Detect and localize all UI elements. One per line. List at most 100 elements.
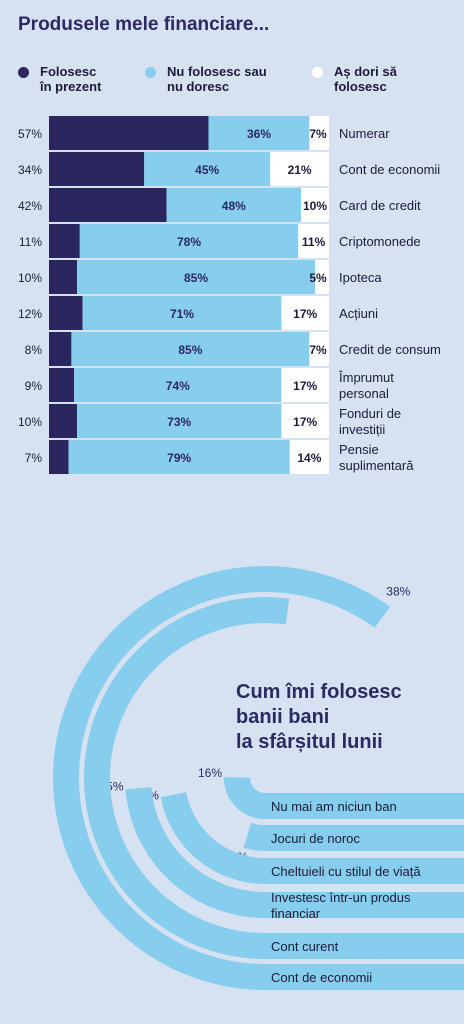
value-label-current: 9% bbox=[25, 379, 43, 393]
legend-item-wish: Aș dori să folosesc bbox=[312, 64, 434, 96]
bar-segment bbox=[82, 296, 282, 330]
value-label-current: 8% bbox=[25, 343, 43, 357]
radial-category-label: Investesc într-un produs bbox=[271, 890, 411, 905]
bar-segment bbox=[77, 260, 315, 294]
bar-segment bbox=[79, 224, 299, 258]
radial-category-label: financiar bbox=[271, 906, 321, 921]
category-label: Acțiuni bbox=[339, 306, 378, 321]
radial-bar-tail bbox=[265, 858, 464, 884]
bar-segment bbox=[309, 116, 329, 150]
value-label: 11% bbox=[302, 235, 326, 249]
category-label: Card de credit bbox=[339, 198, 421, 213]
bar-segment bbox=[77, 404, 282, 438]
bar-segment bbox=[49, 260, 77, 294]
radial-bar-chart: 16%Nu mai am niciun ban3%Jocuri de noroc… bbox=[52, 566, 464, 990]
value-label-current: 7% bbox=[25, 451, 43, 465]
value-label: 7% bbox=[309, 127, 327, 141]
category-label: Pensie bbox=[339, 442, 379, 457]
bar-segment bbox=[166, 188, 301, 222]
category-label: Cont de economii bbox=[339, 162, 440, 177]
category-label: Ipoteca bbox=[339, 270, 382, 285]
category-label: personal bbox=[339, 386, 389, 401]
value-label: 79% bbox=[167, 451, 191, 465]
radial-category-label: Nu mai am niciun ban bbox=[271, 799, 397, 814]
value-label: 73% bbox=[167, 415, 191, 429]
bar-segment bbox=[49, 116, 209, 150]
legend-label: Nu folosesc sau nu doresc bbox=[167, 64, 267, 94]
bar-segment bbox=[49, 440, 69, 474]
category-label: Împrumut bbox=[338, 370, 394, 385]
legend-swatch bbox=[18, 67, 29, 78]
value-label: 36% bbox=[247, 127, 271, 141]
radial-chart-title: Cum îmi folosesc banii bani la sfârșitul l… bbox=[236, 681, 402, 753]
radial-category-label: Cont de economii bbox=[271, 970, 372, 985]
radial-value-label: 16% bbox=[198, 766, 222, 780]
value-label-current: 10% bbox=[18, 415, 42, 429]
category-label: Credit de consum bbox=[339, 342, 441, 357]
value-label: 85% bbox=[184, 271, 208, 285]
category-label: suplimentară bbox=[339, 458, 414, 473]
legend-item-not-used: Nu folosesc sau nu doresc bbox=[145, 64, 287, 96]
category-label: investiții bbox=[339, 422, 385, 437]
value-label: 48% bbox=[222, 199, 246, 213]
bar-segment bbox=[49, 404, 77, 438]
radial-value-label: 38% bbox=[386, 584, 410, 598]
bar-segment bbox=[49, 368, 75, 402]
value-label: 78% bbox=[177, 235, 201, 249]
bar-segment bbox=[309, 332, 329, 366]
radial-category-label: Jocuri de noroc bbox=[271, 831, 360, 846]
category-label: Numerar bbox=[339, 126, 390, 141]
stacked-bar-chart: 57% 36% 7% Numerar 34% 45% 21% Cont de economii… bbox=[18, 116, 441, 474]
bar-segment bbox=[301, 188, 329, 222]
value-label-current: 42% bbox=[18, 199, 42, 213]
radial-bar-tail bbox=[265, 964, 464, 990]
bar-segment bbox=[281, 296, 329, 330]
bar-segment bbox=[208, 116, 310, 150]
radial-category-label: Cheltuieli cu stilul de viață bbox=[271, 864, 421, 879]
bar-segment bbox=[49, 332, 72, 366]
legend-swatch bbox=[312, 67, 323, 78]
value-label-current: 10% bbox=[18, 271, 42, 285]
bar-segment bbox=[281, 404, 329, 438]
legend-label: Aș dori să folosesc bbox=[334, 64, 397, 94]
legend-label: Folosesc în prezent bbox=[40, 64, 102, 94]
value-label: 17% bbox=[293, 379, 317, 393]
value-label: 7% bbox=[309, 343, 327, 357]
bar-segment bbox=[49, 188, 167, 222]
radial-bar bbox=[125, 787, 265, 918]
category-label: Fonduri de bbox=[339, 406, 401, 421]
radial-bar-tail bbox=[265, 892, 464, 918]
bar-segment bbox=[49, 152, 145, 186]
value-label: 17% bbox=[293, 415, 317, 429]
bar-segment bbox=[270, 152, 329, 186]
radial-bar bbox=[243, 822, 265, 851]
legend-item-current: Folosesc în prezent bbox=[18, 64, 160, 96]
bar-segment bbox=[315, 260, 329, 294]
bar-segment bbox=[71, 332, 310, 366]
value-label: 14% bbox=[297, 451, 321, 465]
radial-bar-tail bbox=[265, 793, 464, 819]
value-label-current: 57% bbox=[18, 127, 42, 141]
bar-segment bbox=[289, 440, 329, 474]
radial-bar bbox=[160, 792, 265, 884]
value-label-current: 12% bbox=[18, 307, 42, 321]
bar-segment bbox=[49, 296, 83, 330]
value-label: 71% bbox=[170, 307, 194, 321]
value-label: 10% bbox=[303, 199, 327, 213]
value-label: 74% bbox=[166, 379, 190, 393]
radial-bar bbox=[224, 777, 265, 819]
radial-bar-tail bbox=[265, 825, 464, 851]
value-label: 21% bbox=[288, 163, 312, 177]
value-label: 5% bbox=[309, 271, 327, 285]
category-label: Criptomonede bbox=[339, 234, 421, 249]
bar-segment bbox=[144, 152, 271, 186]
bar-segment bbox=[49, 224, 80, 258]
bar-segment bbox=[298, 224, 329, 258]
radial-bar bbox=[52, 566, 391, 990]
bar-segment bbox=[281, 368, 329, 402]
radial-bar bbox=[84, 597, 290, 959]
value-label: 45% bbox=[195, 163, 219, 177]
radial-bar-tail bbox=[265, 933, 464, 959]
chart-title: Produsele mele financiare... bbox=[18, 14, 270, 35]
bar-segment bbox=[74, 368, 282, 402]
